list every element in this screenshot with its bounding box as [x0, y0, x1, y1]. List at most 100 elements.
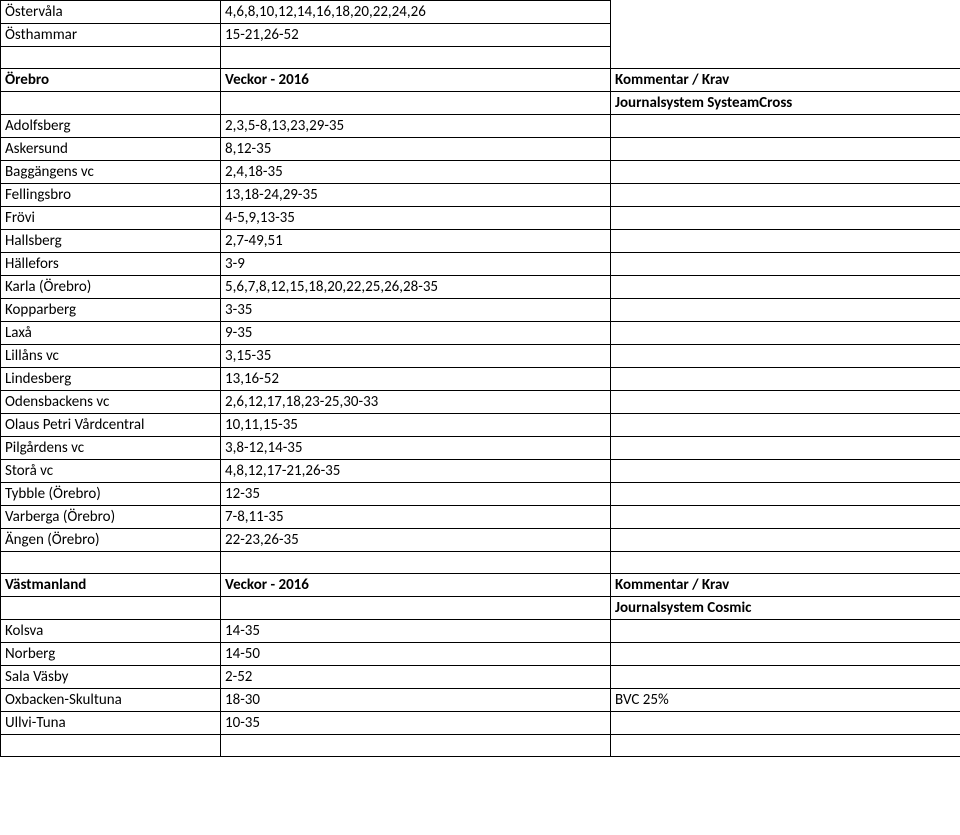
- table-row: Hallsberg2,7-49,51: [1, 230, 960, 253]
- comment: [611, 253, 960, 276]
- place-name: Olaus Petri Vårdcentral: [1, 414, 221, 437]
- place-name: Tybble (Örebro): [1, 483, 221, 506]
- table-row: Östervåla4,6,8,10,12,14,16,18,20,22,24,2…: [1, 1, 960, 24]
- place-name: Hallsberg: [1, 230, 221, 253]
- table-row: [1, 552, 960, 574]
- place-name: Odensbackens vc: [1, 391, 221, 414]
- place-name: Karla (Örebro): [1, 276, 221, 299]
- weeks: 3,15-35: [221, 345, 611, 368]
- table-row: Fellingsbro13,18-24,29-35: [1, 184, 960, 207]
- table-row: ÖrebroVeckor - 2016Kommentar / Krav: [1, 69, 960, 92]
- comment-header: Kommentar / Krav: [611, 574, 960, 597]
- place-name: Lillåns vc: [1, 345, 221, 368]
- weeks: 3,8-12,14-35: [221, 437, 611, 460]
- table-row: Olaus Petri Vårdcentral10,11,15-35: [1, 414, 960, 437]
- place-name: Storå vc: [1, 460, 221, 483]
- weeks: 4-5,9,13-35: [221, 207, 611, 230]
- table-row: Adolfsberg2,3,5-8,13,23,29-35: [1, 115, 960, 138]
- weeks: 4,8,12,17-21,26-35: [221, 460, 611, 483]
- place-name: Adolfsberg: [1, 115, 221, 138]
- place-name: Norberg: [1, 643, 221, 666]
- place-name: Askersund: [1, 138, 221, 161]
- table-row: Baggängens vc2,4,18-35: [1, 161, 960, 184]
- comment: [611, 414, 960, 437]
- place-name: Oxbacken-Skultuna: [1, 689, 221, 712]
- weeks: 3-35: [221, 299, 611, 322]
- empty: [1, 597, 221, 620]
- table-row: Pilgårdens vc3,8-12,14-35: [1, 437, 960, 460]
- schedule-table: Östervåla4,6,8,10,12,14,16,18,20,22,24,2…: [0, 0, 960, 757]
- comment: [611, 391, 960, 414]
- empty: [221, 597, 611, 620]
- weeks: 9-35: [221, 322, 611, 345]
- spacer: [1, 47, 221, 69]
- comment: [611, 115, 960, 138]
- table-row: Kolsva14-35: [1, 620, 960, 643]
- spacer: [1, 735, 221, 757]
- place-name: Östhammar: [1, 24, 221, 47]
- spacer: [221, 47, 611, 69]
- weeks: 10,11,15-35: [221, 414, 611, 437]
- place-name: Laxå: [1, 322, 221, 345]
- table-row: Lillåns vc3,15-35: [1, 345, 960, 368]
- comment: [611, 529, 960, 552]
- place-name: Kopparberg: [1, 299, 221, 322]
- table-row: Odensbackens vc2,6,12,17,18,23-25,30-33: [1, 391, 960, 414]
- table-row: Ängen (Örebro)22-23,26-35: [1, 529, 960, 552]
- weeks: 2,7-49,51: [221, 230, 611, 253]
- weeks: 12-35: [221, 483, 611, 506]
- empty: [611, 1, 960, 24]
- weeks-header: Veckor - 2016: [221, 574, 611, 597]
- weeks: 2,4,18-35: [221, 161, 611, 184]
- table-row: Journalsystem Cosmic: [1, 597, 960, 620]
- comment: [611, 184, 960, 207]
- weeks: 7-8,11-35: [221, 506, 611, 529]
- table-row: Journalsystem SysteamCross: [1, 92, 960, 115]
- weeks: 2,3,5-8,13,23,29-35: [221, 115, 611, 138]
- comment: [611, 207, 960, 230]
- table-row: Karla (Örebro)5,6,7,8,12,15,18,20,22,25,…: [1, 276, 960, 299]
- table-row: Östhammar15-21,26-52: [1, 24, 960, 47]
- spacer: [221, 735, 611, 757]
- place-name: Lindesberg: [1, 368, 221, 391]
- empty: [1, 92, 221, 115]
- empty: [611, 24, 960, 47]
- weeks: 10-35: [221, 712, 611, 735]
- system-name: Journalsystem SysteamCross: [611, 92, 960, 115]
- comment: [611, 138, 960, 161]
- place-name: Ängen (Örebro): [1, 529, 221, 552]
- table-row: Tybble (Örebro)12-35: [1, 483, 960, 506]
- place-name: Ullvi-Tuna: [1, 712, 221, 735]
- place-name: Fellingsbro: [1, 184, 221, 207]
- spacer: [1, 552, 221, 574]
- table-row: [1, 735, 960, 757]
- weeks: 3-9: [221, 253, 611, 276]
- comment: [611, 299, 960, 322]
- spacer: [611, 552, 960, 574]
- table-row: Norberg14-50: [1, 643, 960, 666]
- weeks: 15-21,26-52: [221, 24, 611, 47]
- comment: [611, 643, 960, 666]
- weeks: 5,6,7,8,12,15,18,20,22,25,26,28-35: [221, 276, 611, 299]
- comment: [611, 460, 960, 483]
- comment: [611, 161, 960, 184]
- table-row: Kopparberg3-35: [1, 299, 960, 322]
- place-name: Varberga (Örebro): [1, 506, 221, 529]
- place-name: Kolsva: [1, 620, 221, 643]
- table-row: Sala Väsby2-52: [1, 666, 960, 689]
- place-name: Baggängens vc: [1, 161, 221, 184]
- weeks: 13,16-52: [221, 368, 611, 391]
- place-name: Sala Väsby: [1, 666, 221, 689]
- weeks: 13,18-24,29-35: [221, 184, 611, 207]
- empty: [221, 92, 611, 115]
- spacer: [611, 735, 960, 757]
- table-row: [1, 47, 960, 69]
- weeks: 14-50: [221, 643, 611, 666]
- table-row: Oxbacken-Skultuna18-30BVC 25%: [1, 689, 960, 712]
- comment: [611, 345, 960, 368]
- table-row: Ullvi-Tuna10-35: [1, 712, 960, 735]
- comment: [611, 368, 960, 391]
- section-title: Västmanland: [1, 574, 221, 597]
- spacer: [221, 552, 611, 574]
- table-row: Lindesberg13,16-52: [1, 368, 960, 391]
